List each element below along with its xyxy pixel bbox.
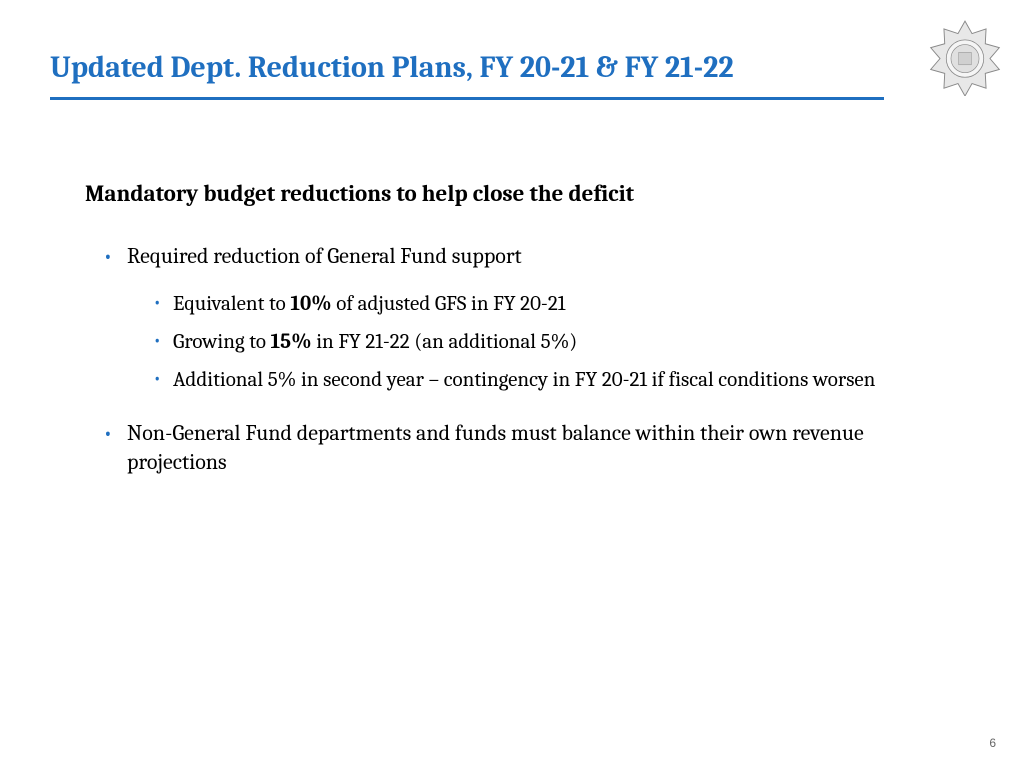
page-number: 6 [989, 736, 996, 750]
list-item: Equivalent to 10% of adjusted GFS in FY … [153, 290, 924, 318]
content-area: Mandatory budget reductions to help clos… [50, 180, 974, 478]
bullet-text-part: of adjusted GFS in FY 20-21 [332, 292, 566, 316]
bullet-text-bold: 15% [271, 330, 312, 354]
list-item: Non-General Fund departments and funds m… [103, 419, 924, 478]
bullet-text: Required reduction of General Fund suppo… [127, 243, 522, 269]
bullet-text-part: Growing to [173, 330, 271, 354]
title-underline [50, 97, 884, 100]
slide-subtitle: Mandatory budget reductions to help clos… [85, 180, 924, 207]
bullet-text: Additional 5% in second year – contingen… [173, 368, 875, 392]
bullet-text-part: Equivalent to [173, 292, 290, 316]
list-item: Required reduction of General Fund suppo… [103, 242, 924, 395]
bullet-text-bold: 10% [290, 292, 331, 316]
badge-icon [926, 18, 1004, 96]
slide: Updated Dept. Reduction Plans, FY 20-21 … [0, 0, 1024, 768]
bullet-list-level2: Equivalent to 10% of adjusted GFS in FY … [127, 290, 924, 395]
bullet-list-level1: Required reduction of General Fund suppo… [85, 242, 924, 478]
header-row: Updated Dept. Reduction Plans, FY 20-21 … [50, 50, 974, 100]
slide-title: Updated Dept. Reduction Plans, FY 20-21 … [50, 50, 974, 93]
list-item: Growing to 15% in FY 21-22 (an additiona… [153, 328, 924, 356]
bullet-text: Non-General Fund departments and funds m… [127, 420, 864, 476]
bullet-text-part: in FY 21-22 (an additional 5%) [312, 330, 578, 354]
list-item: Additional 5% in second year – contingen… [153, 366, 924, 394]
